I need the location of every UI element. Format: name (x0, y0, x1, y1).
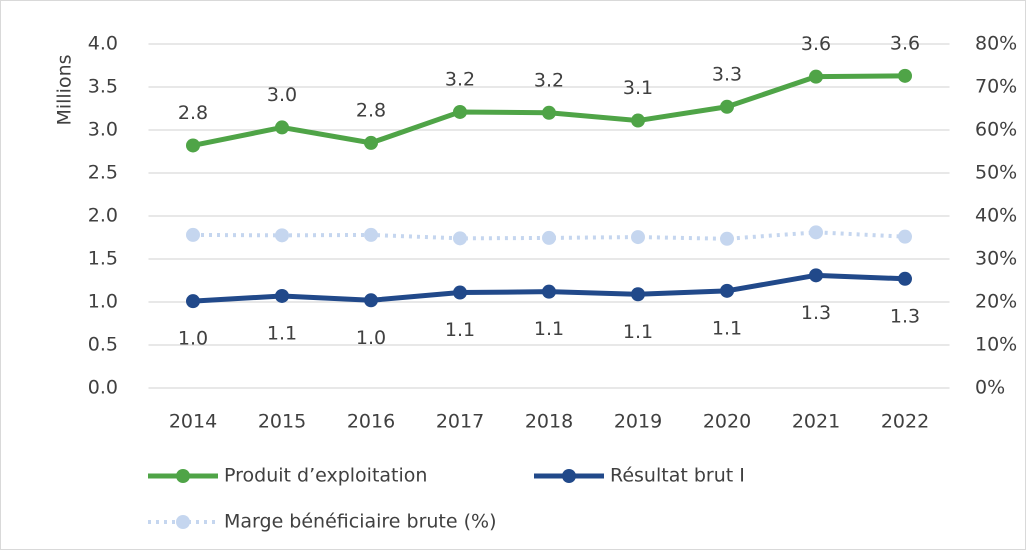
data-label: 1.1 (623, 321, 653, 343)
marker (542, 105, 556, 120)
data-label: 1.1 (267, 322, 297, 344)
x-tick-label: 2020 (703, 411, 751, 433)
y-tick-label: 3.0 (88, 119, 118, 141)
legend-label: Résultat brut I (610, 465, 745, 487)
data-label: 3.1 (623, 77, 653, 99)
marker (364, 293, 378, 308)
marker (453, 285, 467, 300)
marker (364, 135, 378, 150)
data-label: 3.6 (801, 33, 831, 55)
y2-tick-label: 70% (975, 76, 1017, 98)
y-tick-label: 4.0 (88, 33, 118, 55)
x-tick-label: 2017 (436, 411, 484, 433)
data-label: 1.1 (534, 318, 564, 340)
x-tick-label: 2016 (347, 411, 395, 433)
marker (809, 268, 823, 283)
data-label: 1.1 (445, 319, 475, 341)
data-label: 2.8 (178, 102, 208, 124)
y-tick-label: 2.0 (88, 205, 118, 227)
data-label: 3.2 (534, 69, 564, 91)
marker (186, 138, 200, 153)
y2-tick-label: 10% (975, 334, 1017, 356)
marker (275, 228, 289, 243)
x-tick-label: 2015 (258, 411, 306, 433)
y2-tick-label: 50% (975, 162, 1017, 184)
legend-marker (176, 515, 190, 529)
y2-tick-label: 20% (975, 291, 1017, 313)
y2-tick-label: 0% (975, 377, 1005, 399)
marker (898, 271, 912, 286)
marker (275, 120, 289, 135)
data-label: 3.0 (267, 84, 297, 106)
legend-marker (562, 469, 576, 483)
marker (720, 99, 734, 114)
data-label: 1.0 (356, 327, 386, 349)
y-tick-label: 3.5 (88, 76, 118, 98)
marker (542, 284, 556, 299)
data-label: 1.1 (712, 317, 742, 339)
data-label: 1.0 (178, 328, 208, 350)
legend-label: Marge bénéficiaire brute (%) (224, 511, 497, 533)
marker (631, 287, 645, 302)
marker (186, 227, 200, 242)
data-label: 3.2 (445, 68, 475, 90)
marker (364, 227, 378, 242)
data-label: 1.3 (801, 302, 831, 324)
x-tick-label: 2014 (169, 411, 217, 433)
marker (542, 230, 556, 245)
marker (631, 113, 645, 128)
marker (720, 283, 734, 298)
data-label: 1.3 (890, 305, 920, 327)
marker (186, 294, 200, 309)
y-axis-label: Millions (54, 54, 76, 125)
x-tick-label: 2018 (525, 411, 573, 433)
y-tick-label: 2.5 (88, 162, 118, 184)
y2-tick-label: 40% (975, 205, 1017, 227)
data-label: 3.3 (712, 63, 742, 85)
x-tick-label: 2021 (792, 411, 840, 433)
marker (809, 69, 823, 84)
y2-tick-label: 80% (975, 33, 1017, 55)
y-tick-label: 0.5 (88, 334, 118, 356)
legend-label: Produit d’exploitation (224, 465, 427, 487)
marker (809, 225, 823, 240)
data-label: 3.6 (890, 32, 920, 54)
y-tick-label: 1.5 (88, 248, 118, 270)
y-tick-label: 1.0 (88, 291, 118, 313)
x-tick-label: 2022 (881, 411, 929, 433)
y2-tick-label: 60% (975, 119, 1017, 141)
marker (898, 229, 912, 244)
marker (898, 68, 912, 83)
y-tick-label: 0.0 (88, 377, 118, 399)
series-line (192, 230, 906, 241)
legend-marker (176, 469, 190, 483)
marker (453, 104, 467, 119)
marker (631, 230, 645, 245)
marker (453, 231, 467, 246)
marker (720, 231, 734, 246)
x-tick-label: 2019 (614, 411, 662, 433)
y2-tick-label: 30% (975, 248, 1017, 270)
marker (275, 288, 289, 303)
data-label: 2.8 (356, 99, 386, 121)
